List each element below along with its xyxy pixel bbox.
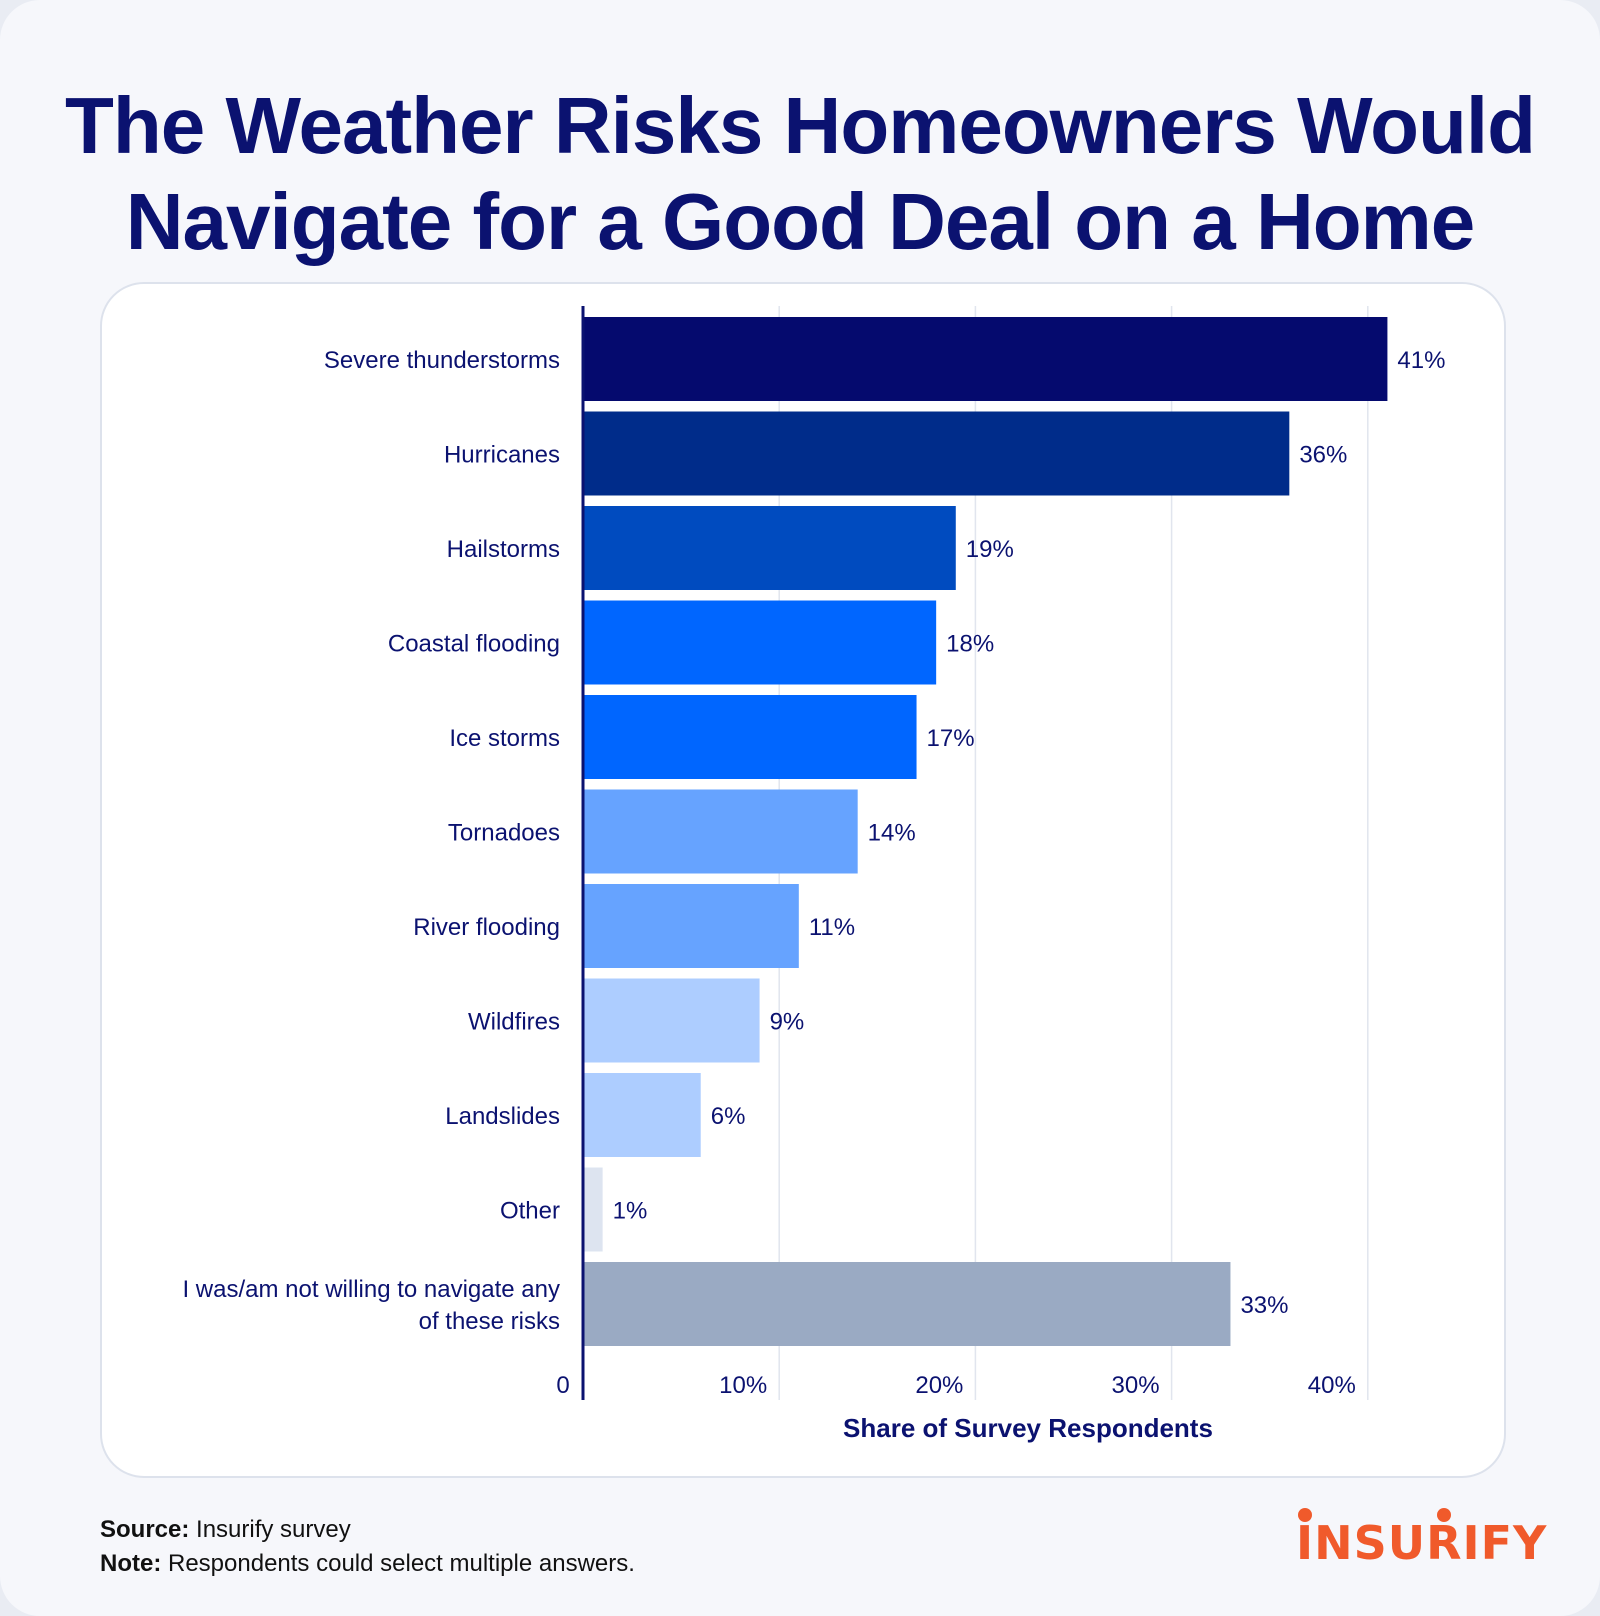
x-tick-label: 20%	[915, 1372, 963, 1399]
bar	[583, 884, 799, 968]
category-label: I was/am not willing to navigate any	[182, 1276, 560, 1303]
source-label: Source:	[100, 1516, 190, 1543]
category-label: Landslides	[445, 1103, 560, 1130]
logo-text: INSURIFY	[1296, 1516, 1548, 1570]
category-label: Ice storms	[449, 725, 560, 752]
value-label: 11%	[809, 914, 855, 941]
title-line-2: Navigate for a Good Deal on a Home	[125, 177, 1476, 266]
category-label: Tornadoes	[448, 820, 560, 847]
category-label: of these risks	[419, 1308, 560, 1335]
bar	[583, 600, 937, 685]
bar	[583, 317, 1388, 401]
category-label: Coastal flooding	[388, 631, 560, 658]
category-label: River flooding	[413, 914, 560, 941]
note-text: Respondents could select multiple answer…	[168, 1550, 635, 1577]
logo-dot-left	[1298, 1508, 1312, 1522]
page-title: The Weather Risks Homeowners Would Navig…	[0, 78, 1600, 270]
bar	[583, 978, 760, 1063]
x-axis-title: Share of Survey Respondents	[843, 1413, 1213, 1443]
title-line-1: The Weather Risks Homeowners Would	[64, 81, 1536, 170]
value-label: 1%	[613, 1198, 648, 1225]
value-label: 18%	[946, 631, 994, 658]
value-label: 41%	[1397, 347, 1445, 374]
bar	[583, 695, 917, 779]
value-label: 14%	[868, 820, 916, 847]
value-label: 19%	[966, 536, 1014, 563]
bar	[583, 1073, 701, 1157]
bar	[583, 789, 858, 874]
category-label: Severe thunderstorms	[324, 347, 560, 374]
x-tick-label: 40%	[1308, 1372, 1356, 1399]
value-label: 33%	[1240, 1292, 1288, 1319]
note-line: Note: Respondents could select multiple …	[100, 1550, 635, 1578]
note-label: Note:	[100, 1550, 162, 1577]
value-label: 17%	[927, 725, 975, 752]
category-label: Hurricanes	[444, 442, 560, 469]
value-label: 36%	[1299, 442, 1347, 469]
x-tick-label: 0	[556, 1372, 569, 1399]
source-line: Source: Insurify survey	[100, 1516, 351, 1544]
bar	[583, 1262, 1231, 1346]
insurify-logo: INSURIFY	[1296, 1516, 1547, 1570]
x-tick-label: 30%	[1112, 1372, 1160, 1399]
category-label: Hailstorms	[447, 536, 560, 563]
bar	[583, 506, 956, 590]
x-tick-label: 10%	[719, 1372, 767, 1399]
value-label: 9%	[770, 1009, 805, 1036]
source-text: Insurify survey	[196, 1516, 351, 1543]
value-label: 6%	[711, 1103, 746, 1130]
logo-dot-right	[1437, 1508, 1451, 1522]
bar	[583, 1167, 603, 1252]
bar	[583, 411, 1290, 496]
category-label: Other	[500, 1198, 560, 1225]
category-label: Wildfires	[468, 1009, 560, 1036]
